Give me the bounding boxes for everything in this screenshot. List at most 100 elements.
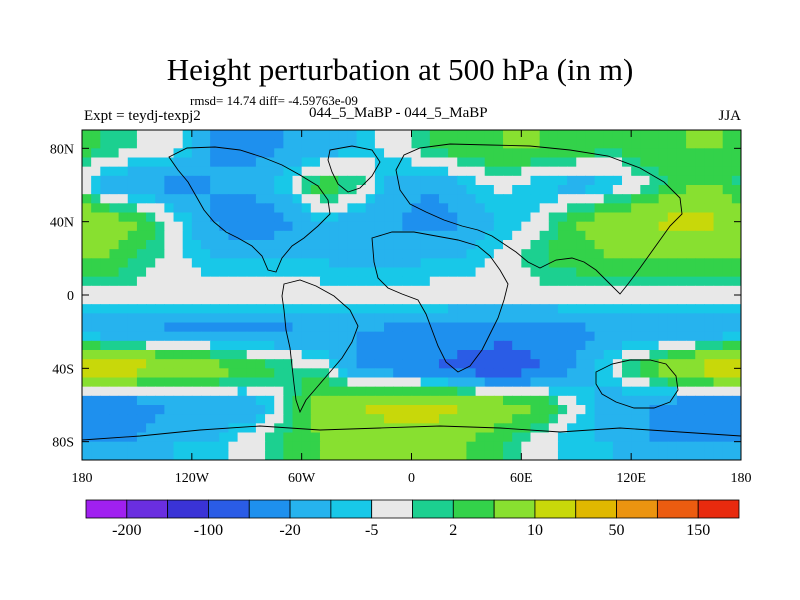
field-cell bbox=[100, 267, 111, 278]
field-cell bbox=[338, 405, 349, 415]
field-cell bbox=[457, 386, 468, 397]
field-cell bbox=[82, 148, 92, 159]
field-cell bbox=[686, 212, 696, 223]
field-cell bbox=[219, 304, 230, 314]
field-cell bbox=[530, 203, 541, 214]
field-cell bbox=[356, 405, 367, 415]
field-cell bbox=[411, 386, 422, 397]
field-cell bbox=[173, 175, 184, 186]
field-cell bbox=[438, 148, 449, 159]
field-cell bbox=[649, 331, 660, 342]
field-cell bbox=[374, 313, 385, 324]
field-cell bbox=[136, 139, 147, 149]
field-cell bbox=[182, 331, 193, 342]
field-cell bbox=[146, 194, 156, 204]
field-cell bbox=[109, 377, 120, 388]
field-cell bbox=[91, 377, 101, 388]
field-cell bbox=[173, 148, 184, 159]
field-cell bbox=[512, 405, 522, 415]
field-cell bbox=[704, 139, 715, 149]
field-cell bbox=[219, 340, 230, 351]
field-cell bbox=[347, 340, 358, 351]
field-cell bbox=[219, 441, 230, 452]
field-cell bbox=[411, 359, 422, 369]
field-cell bbox=[228, 322, 239, 333]
field-cell bbox=[429, 157, 440, 168]
field-cell bbox=[146, 340, 156, 351]
field-cell bbox=[731, 423, 741, 434]
field-cell bbox=[384, 304, 394, 314]
field-cell bbox=[255, 194, 266, 204]
field-cell bbox=[91, 139, 101, 149]
field-cell bbox=[246, 130, 257, 140]
field-cell bbox=[521, 249, 532, 259]
field-cell bbox=[91, 285, 101, 296]
field-cell bbox=[622, 441, 632, 452]
field-cell bbox=[631, 203, 641, 214]
field-cell bbox=[713, 340, 724, 351]
field-cell bbox=[686, 166, 696, 177]
field-cell bbox=[521, 395, 532, 406]
field-cell bbox=[155, 450, 165, 460]
field-cell bbox=[155, 230, 165, 241]
field-cell bbox=[182, 267, 193, 278]
field-cell bbox=[82, 386, 92, 397]
field-cell bbox=[438, 166, 449, 177]
field-cell bbox=[530, 185, 541, 195]
field-cell bbox=[384, 405, 394, 415]
field-cell bbox=[219, 359, 230, 369]
field-cell bbox=[548, 258, 559, 269]
field-cell bbox=[191, 148, 202, 159]
field-cell bbox=[493, 276, 504, 287]
field-cell bbox=[109, 295, 120, 305]
field-cell bbox=[438, 285, 449, 296]
field-cell bbox=[347, 221, 358, 232]
field-cell bbox=[731, 432, 741, 443]
field-cell bbox=[539, 350, 550, 360]
field-cell bbox=[191, 331, 202, 342]
field-cell bbox=[612, 212, 623, 223]
field-cell bbox=[310, 405, 321, 415]
field-cell bbox=[695, 331, 705, 342]
field-cell bbox=[283, 130, 294, 140]
field-cell bbox=[722, 313, 733, 324]
field-cell bbox=[91, 386, 101, 397]
field-cell bbox=[731, 166, 741, 177]
field-cell bbox=[118, 368, 129, 379]
field-cell bbox=[667, 276, 678, 287]
field-cell bbox=[118, 414, 129, 424]
field-cell bbox=[493, 359, 504, 369]
field-cell bbox=[585, 350, 596, 360]
field-cell bbox=[283, 331, 294, 342]
field-cell bbox=[402, 157, 413, 168]
field-cell bbox=[237, 194, 248, 204]
field-cell bbox=[530, 240, 541, 250]
field-cell bbox=[457, 295, 468, 305]
field-cell bbox=[136, 157, 147, 168]
field-cell bbox=[365, 276, 376, 287]
field-cell bbox=[576, 285, 586, 296]
field-cell bbox=[255, 441, 266, 452]
field-cell bbox=[329, 230, 339, 241]
field-cell bbox=[649, 157, 660, 168]
field-cell bbox=[512, 276, 522, 287]
field-cell bbox=[200, 295, 211, 305]
field-cell bbox=[91, 322, 101, 333]
field-cell bbox=[594, 230, 605, 241]
field-cell bbox=[411, 322, 422, 333]
field-cell bbox=[521, 230, 532, 241]
field-cell bbox=[219, 313, 230, 324]
field-cell bbox=[274, 405, 284, 415]
field-cell bbox=[155, 368, 165, 379]
field-cell bbox=[576, 414, 586, 424]
field-cell bbox=[109, 285, 120, 296]
field-cell bbox=[695, 148, 705, 159]
field-cell bbox=[429, 240, 440, 250]
field-cell bbox=[649, 258, 660, 269]
field-cell bbox=[329, 267, 339, 278]
field-cell bbox=[475, 450, 486, 460]
field-cell bbox=[658, 267, 669, 278]
field-cell bbox=[356, 432, 367, 443]
field-cell bbox=[539, 432, 550, 443]
africa-outline bbox=[371, 231, 509, 373]
